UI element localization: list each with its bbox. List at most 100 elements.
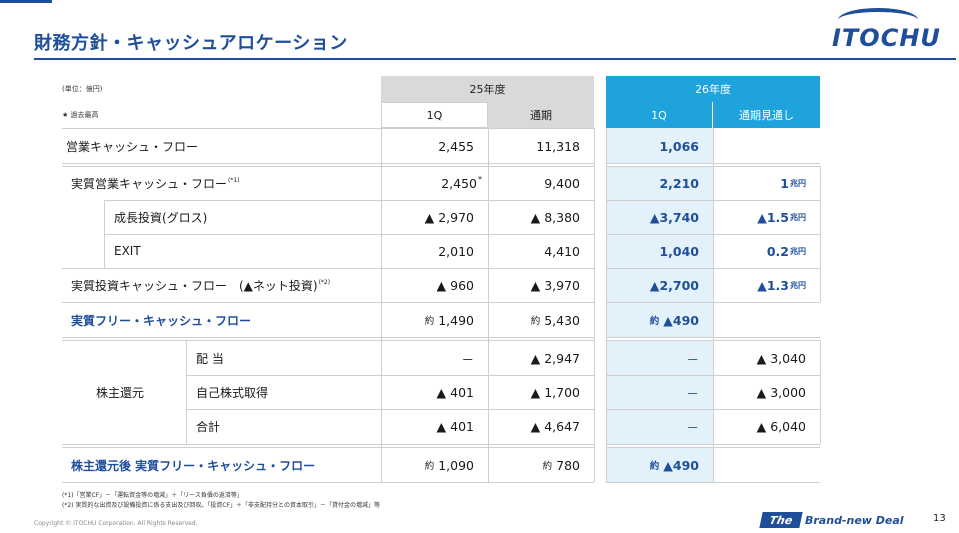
approx-label: 約 [424,316,435,327]
grid-line [62,444,594,445]
after-return-fcf-fy25-1q-value: 1,090 [438,457,474,473]
cell-buyback-fy26-1q: － [686,385,699,401]
real-free-cf-fy26-1q-value: ▲490 [663,312,699,328]
approx-label: 約 [649,461,660,472]
asterisk-mark: * [478,174,482,184]
grid-line [62,166,594,167]
cell-total-fy25-full: ▲ 4,647 [530,418,580,434]
trillion-unit: 兆円 [790,246,806,256]
cell-real-free-cf-fy26-1q: 約 ▲490 [606,303,713,337]
real-inv-cf-forecast-num: ▲1.3 [757,277,789,293]
header-fy26-forecast: 通期見通し [713,102,820,128]
page-number: 13 [933,513,946,524]
row-label-growth-investment: 成長投資(グロス) [114,210,208,225]
row-label-real-op-cf: 実質営業キャッシュ・フロー (*1) [71,166,240,200]
grid-line [606,128,607,482]
cell-real-inv-cf-fy26-forecast: ▲1.3 兆円 [713,268,820,302]
header-fy25-full: 通期 [488,102,594,128]
trillion-unit: 兆円 [790,178,806,188]
real-op-cf-forecast-num: 1 [780,175,789,191]
row-label-real-inv-cf: 実質投資キャッシュ・フロー (▲ネット投資) (*2) [71,268,330,302]
approx-label: 約 [530,316,541,327]
real-op-cf-fy25-1q-value: 2,450 [441,175,477,191]
cell-growth-inv-fy25-full: ▲ 8,380 [530,209,580,225]
cell-exit-fy26-forecast: 0.2 兆円 [713,234,820,268]
cell-op-cf-fy26-1q: 1,066 [659,138,699,154]
row-label-dividend: 配 当 [196,351,224,366]
exit-forecast-num: 0.2 [766,243,789,259]
grid-line [62,482,594,483]
cell-buyback-fy25-1q: ▲ 401 [436,384,474,400]
cell-op-cf-fy25-full: 11,318 [536,138,580,154]
cell-total-fy26-forecast: ▲ 6,040 [756,418,806,434]
cell-dividend-fy26-1q: － [686,351,699,367]
real-free-cf-fy25-full-value: 5,430 [544,312,580,328]
fy26-1q-column-bg [606,128,713,163]
cell-real-op-cf-fy26-forecast: 1 兆円 [713,166,820,200]
cell-real-free-cf-fy25-full: 約 5,430 [488,303,594,337]
row-label-total: 合計 [196,419,221,434]
cell-real-free-cf-fy25-1q: 約 1,490 [381,303,488,337]
footnote-1: (*1)「営業CF」－「運転資金等の増減」＋「リース負債の返済等」 [62,492,243,499]
grid-line [62,128,594,129]
grid-line [186,375,594,376]
grid-line [104,200,105,268]
real-inv-cf-label-text: 実質投資キャッシュ・フロー (▲ネット投資) [71,278,318,293]
top-accent-bar [0,0,52,3]
growth-inv-forecast-num: ▲1.5 [757,209,789,225]
cell-real-op-cf-fy25-1q: 2,450 * [381,166,488,200]
grid-line [820,166,821,302]
real-op-cf-label-text: 実質営業キャッシュ・フロー [71,176,228,191]
row-label-exit: EXIT [114,244,141,258]
trillion-unit: 兆円 [790,212,806,222]
grid-line [62,340,594,341]
grid-line [104,234,594,235]
logo-arc [838,8,918,32]
grid-line [186,409,594,410]
header-fy26-1q: 1Q [606,102,713,128]
approx-label: 約 [424,461,435,472]
row-label-real-free-cf: 実質フリー・キャッシュ・フロー [71,313,252,328]
tagline-the: The [759,512,803,528]
cell-after-return-fcf-fy25-full: 約 780 [488,448,594,482]
fy26-1q-column-bg [606,340,713,444]
footnote-ref-1: (*1) [228,176,240,184]
grid-line [713,128,714,482]
grid-line [186,340,187,444]
cell-total-fy26-1q: － [686,419,699,435]
tagline-brand-new-deal: Brand-new Deal [805,513,904,527]
row-label-after-return-fcf: 株主還元後 実質フリー・キャッシュ・フロー [71,458,316,473]
approx-label: 約 [649,316,660,327]
cell-exit-fy25-1q: 2,010 [438,243,474,259]
page-title: 財務方針・キャッシュアロケーション [34,33,348,54]
grid-line [62,268,594,269]
footnote-2: (*2) 実質的な出資及び設備投資に係る支出及び回収。「投資CF」＋「非支配持分… [62,502,380,509]
cell-real-inv-cf-fy25-full: ▲ 3,970 [530,277,580,293]
grid-line [594,128,595,482]
grid-line [62,337,594,338]
grid-line [62,447,594,448]
cell-growth-inv-fy26-forecast: ▲1.5 兆円 [713,200,820,234]
cell-growth-inv-fy25-1q: ▲ 2,970 [424,209,474,225]
cell-dividend-fy26-forecast: ▲ 3,040 [756,350,806,366]
header-fy26: 26年度 [606,76,820,102]
grid-line [606,482,820,483]
header-fy25: 25年度 [381,76,594,102]
cell-dividend-fy25-1q: － [461,351,474,367]
row-label-op-cf: 営業キャッシュ・フロー [66,139,199,154]
grid-line [381,128,382,482]
grid-line [820,340,821,444]
itochu-logo: ITOCHU [828,8,940,54]
cell-buyback-fy25-full: ▲ 1,700 [530,384,580,400]
row-label-buyback: 自己株式取得 [196,385,269,400]
grid-line [104,200,594,201]
real-free-cf-fy25-1q-value: 1,490 [438,312,474,328]
after-return-fcf-fy26-1q-value: ▲490 [663,457,699,473]
copyright-text: Copyright © ITOCHU Corporation. All Righ… [34,520,198,527]
footnote-ref-2: (*2) [318,278,331,286]
header-fy25-1q: 1Q [381,102,488,128]
cell-exit-fy26-1q: 1,040 [659,243,699,259]
cell-growth-inv-fy26-1q: ▲3,740 [649,209,699,225]
grid-line [62,302,594,303]
cell-real-inv-cf-fy26-1q: ▲2,700 [649,277,699,293]
